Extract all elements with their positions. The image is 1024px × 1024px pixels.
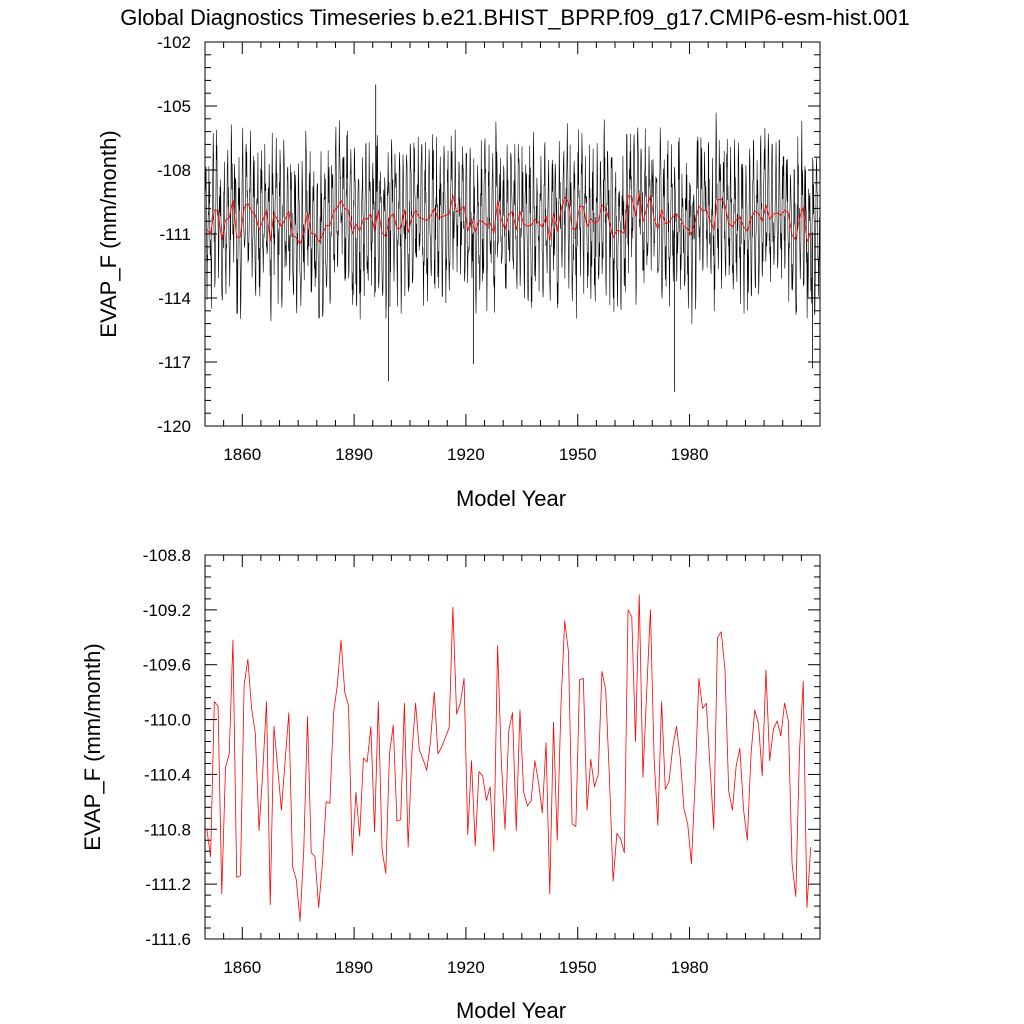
bottom-panel: 1860 1890 1920 1950 1980 -111.6 -111.2 -110.8 -1… bbox=[80, 546, 821, 1023]
x-tick-label: 1860 bbox=[223, 958, 261, 977]
y-tick-label: -111 bbox=[159, 225, 191, 244]
y-tick-label: -110.0 bbox=[144, 711, 191, 730]
bottom-plot-frame bbox=[204, 554, 821, 940]
y-tick-label: -111.6 bbox=[145, 930, 191, 949]
top-axes: 1860 1890 1920 1950 1980 -120 -117 -114 -111 -108… bbox=[157, 33, 821, 464]
chart-title: Global Diagnostics Timeseries b.e21.BHIS… bbox=[120, 5, 910, 30]
bottom-x-axis-label: Model Year bbox=[456, 998, 566, 1023]
y-tick-label: -108 bbox=[157, 161, 191, 180]
annual-series-overlay-layer bbox=[206, 192, 812, 245]
annual-series-layer bbox=[206, 594, 812, 922]
x-tick-label: 1920 bbox=[447, 445, 485, 464]
y-tick-label: -108.8 bbox=[143, 546, 191, 565]
y-tick-label: -109.2 bbox=[143, 601, 191, 620]
x-tick-label: 1890 bbox=[335, 958, 373, 977]
top-panel: 1860 1890 1920 1950 1980 -120 -117 -114 -111 -108… bbox=[96, 33, 821, 511]
top-x-axis-label: Model Year bbox=[456, 486, 566, 511]
y-tick-label: -102 bbox=[157, 33, 191, 52]
monthly-series-line bbox=[204, 112, 821, 325]
x-tick-label: 1860 bbox=[223, 445, 261, 464]
x-tick-label: 1920 bbox=[447, 958, 485, 977]
y-tick-label: -110.8 bbox=[144, 820, 191, 839]
annual-series-line bbox=[206, 594, 812, 922]
y-tick-label: -110.4 bbox=[144, 765, 191, 784]
y-tick-label: -117 bbox=[158, 353, 191, 372]
y-tick-label: -105 bbox=[157, 97, 191, 116]
bottom-axes: 1860 1890 1920 1950 1980 -111.6 -111.2 -110.8 -1… bbox=[143, 546, 821, 977]
y-tick-label: -114 bbox=[158, 289, 191, 308]
bottom-y-axis-label: EVAP_F (mm/month) bbox=[80, 643, 105, 850]
x-tick-label: 1950 bbox=[559, 445, 597, 464]
y-tick-label: -109.6 bbox=[143, 656, 191, 675]
top-y-axis-label: EVAP_F (mm/month) bbox=[96, 130, 121, 337]
monthly-series-layer bbox=[204, 84, 821, 392]
x-tick-label: 1980 bbox=[671, 958, 709, 977]
annual-overlay-line bbox=[206, 192, 812, 245]
top-plot-frame bbox=[204, 41, 821, 427]
y-tick-label: -111.2 bbox=[145, 875, 191, 894]
y-tick-label: -120 bbox=[157, 417, 191, 436]
x-tick-label: 1890 bbox=[335, 445, 373, 464]
x-tick-label: 1950 bbox=[559, 958, 597, 977]
x-tick-label: 1980 bbox=[671, 445, 709, 464]
